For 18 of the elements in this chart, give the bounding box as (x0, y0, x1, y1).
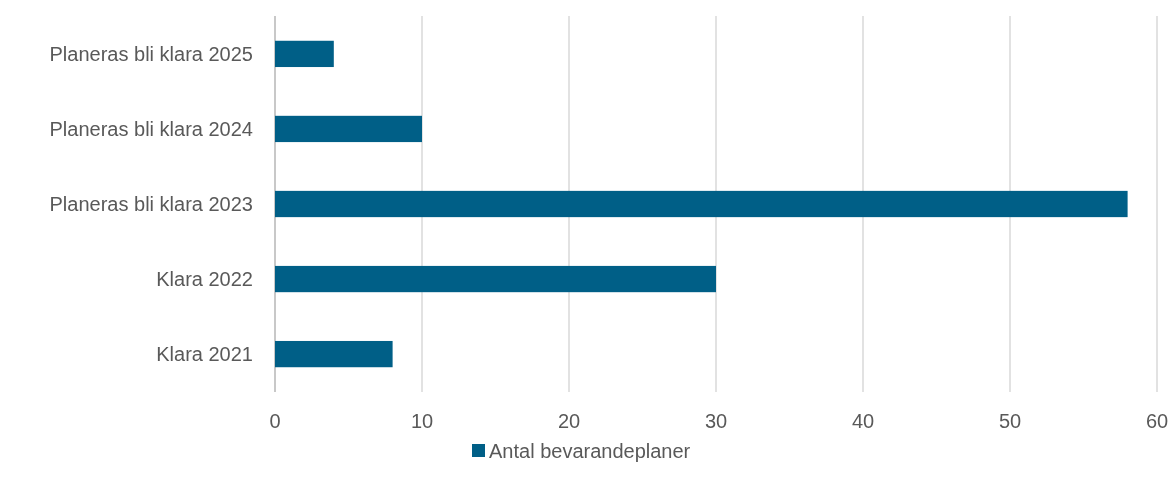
y-tick-label: Planeras bli klara 2023 (49, 193, 253, 215)
legend-label: Antal bevarandeplaner (489, 440, 691, 462)
bar (275, 115, 422, 143)
x-tick-label: 50 (998, 410, 1022, 432)
bar (275, 40, 334, 68)
x-tick-label: 60 (1145, 410, 1169, 432)
x-tick-label: 10 (410, 410, 434, 432)
x-tick-label: 20 (557, 410, 581, 432)
bar (275, 265, 716, 293)
x-tick-label: 30 (704, 410, 728, 432)
y-tick-label: Klara 2022 (156, 268, 253, 291)
bar (275, 190, 1128, 218)
y-tick-label: Planeras bli klara 2025 (49, 42, 253, 65)
y-tick-label: Klara 2021 (156, 343, 253, 366)
bar (275, 340, 393, 368)
x-tick-label: 0 (269, 410, 281, 432)
y-tick-label: Planeras bli klara 2024 (49, 117, 253, 140)
x-tick-label: 40 (851, 410, 875, 432)
